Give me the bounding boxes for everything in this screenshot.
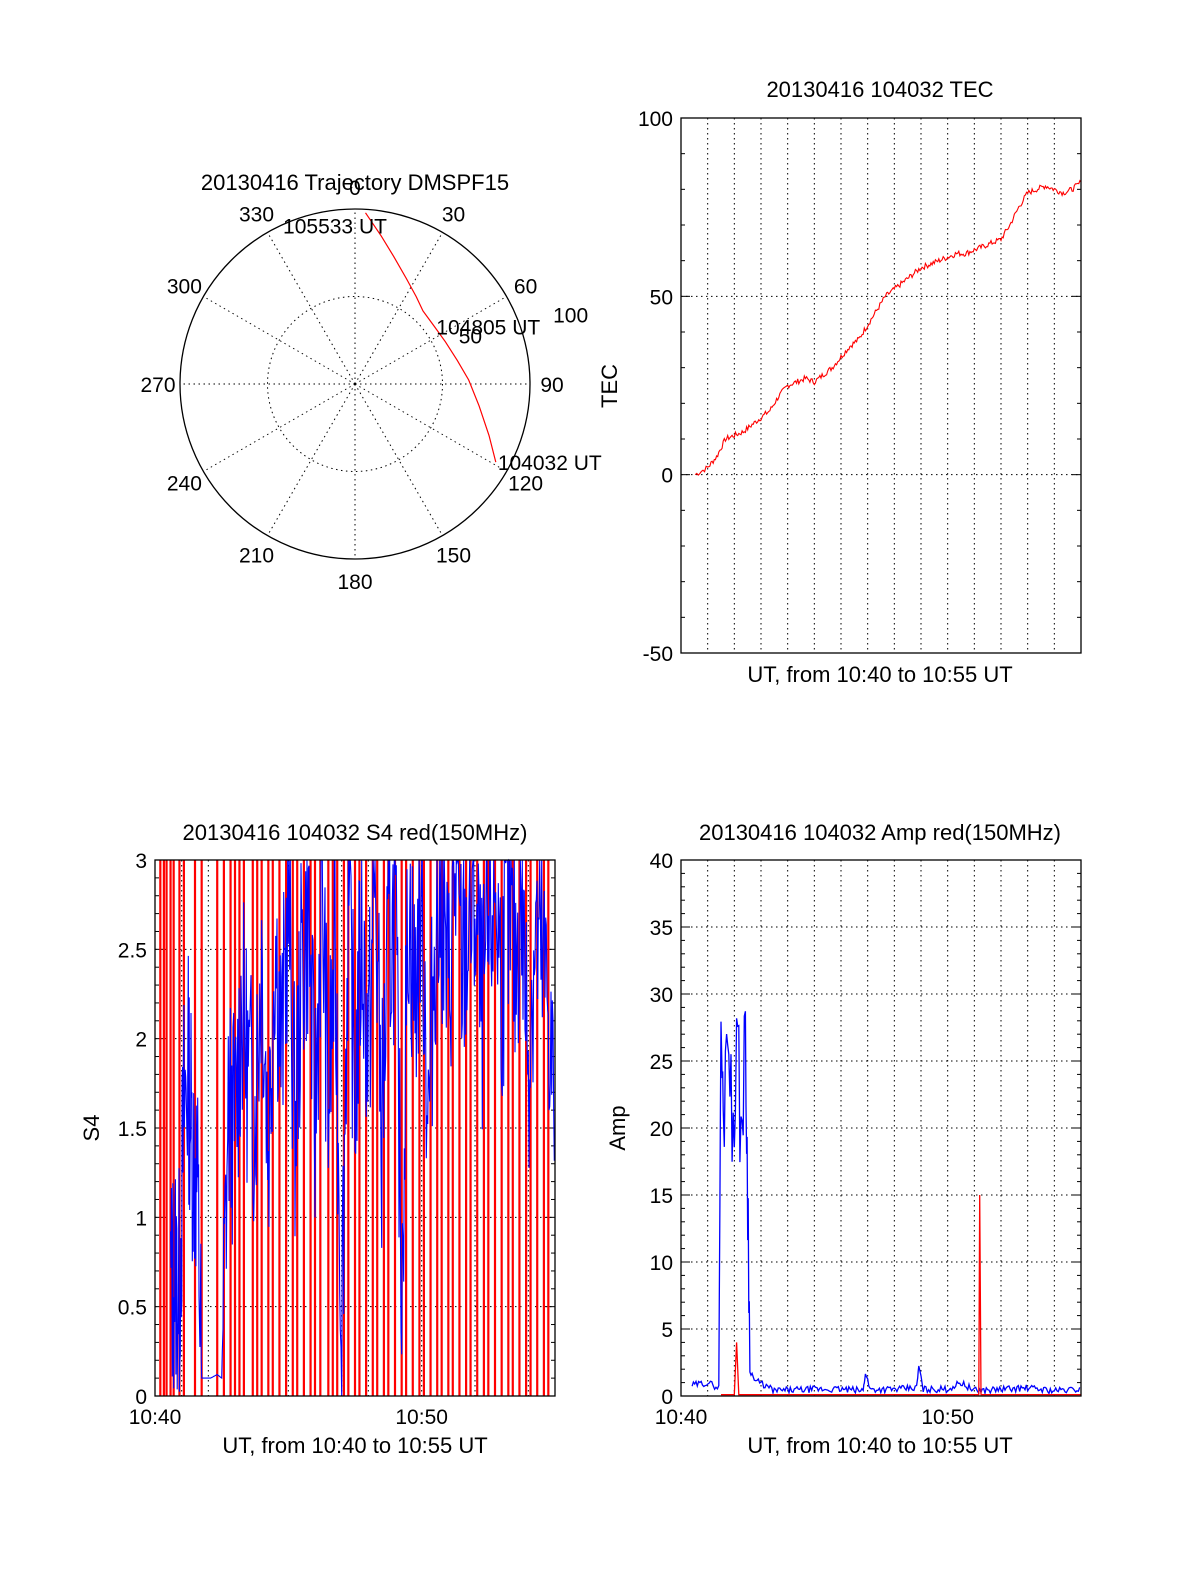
polar-spoke xyxy=(203,296,356,385)
amp-red-line xyxy=(721,1194,1081,1396)
trajectory-panel: 20130416 Trajectory DMSPF15 0 30 60 90 120 15… xyxy=(140,170,601,594)
y-tick-label: 3 xyxy=(135,850,147,873)
tec-y-axis-label: TEC xyxy=(597,364,622,408)
azimuth-label: 300 xyxy=(167,276,202,299)
azimuth-label: 0 xyxy=(349,177,361,200)
trajectory-outer-ring xyxy=(179,208,531,560)
s4-panel: 20130416 104032 S4 red(150MHz) 3 2.5 2 1.5 1… xyxy=(79,820,556,1458)
tec-plot-frame xyxy=(680,117,1082,654)
tec-grid xyxy=(681,117,1081,654)
y-tick-label: 50 xyxy=(650,286,673,309)
y-tick-label: 15 xyxy=(650,1185,673,1208)
polar-spoke xyxy=(354,232,443,385)
polar-spoke xyxy=(354,383,507,472)
y-tick-label: 0 xyxy=(135,1386,147,1409)
trajectory-azimuth-labels: 0 30 60 90 120 150 180 210 240 270 300 330 xyxy=(140,177,563,594)
trajectory-line xyxy=(365,212,497,463)
y-tick-label: 1.5 xyxy=(118,1118,147,1141)
y-tick-label: 30 xyxy=(650,984,673,1007)
s4-x-axis-label: UT, from 10:40 to 10:55 UT xyxy=(222,1433,487,1458)
tec-series xyxy=(694,179,1082,476)
polar-spoke xyxy=(354,383,443,536)
polar-ring xyxy=(267,296,443,472)
tec-x-axis-label: UT, from 10:40 to 10:55 UT xyxy=(747,662,1012,687)
tec-y-tick-labels: 100 50 0 -50 xyxy=(638,108,673,666)
trajectory-grid xyxy=(180,209,530,559)
azimuth-label: 270 xyxy=(140,374,175,397)
amp-grid xyxy=(681,859,1081,1397)
tec-line xyxy=(694,179,1082,476)
time-annotation: 105533 UT xyxy=(283,215,387,238)
s4-y-tick-labels: 3 2.5 2 1.5 1 0.5 0 xyxy=(118,850,147,1409)
y-tick-label: -50 xyxy=(643,643,673,666)
y-tick-label: 10 xyxy=(650,1252,673,1275)
y-tick-label: 35 xyxy=(650,917,673,940)
radial-label: 100 xyxy=(553,304,588,327)
trajectory-radial-labels: 50 100 xyxy=(459,304,588,348)
amp-series xyxy=(691,1011,1081,1396)
x-tick-label: 10:40 xyxy=(655,1406,708,1429)
azimuth-label: 60 xyxy=(514,276,537,299)
amp-title: 20130416 104032 Amp red(150MHz) xyxy=(699,820,1061,845)
s4-plot-frame xyxy=(154,859,556,1397)
y-tick-label: 100 xyxy=(638,108,673,131)
time-annotation: 104805 UT xyxy=(436,316,540,339)
y-tick-label: 0 xyxy=(661,465,673,488)
azimuth-label: 180 xyxy=(337,571,372,594)
y-tick-label: 1 xyxy=(135,1207,147,1230)
polar-spoke xyxy=(267,383,356,536)
azimuth-label: 120 xyxy=(508,473,543,496)
y-tick-label: 5 xyxy=(661,1319,673,1342)
azimuth-label: 30 xyxy=(442,203,465,226)
y-tick-label: 2.5 xyxy=(118,939,147,962)
s4-title: 20130416 104032 S4 red(150MHz) xyxy=(183,820,528,845)
y-tick-label: 20 xyxy=(650,1118,673,1141)
azimuth-label: 210 xyxy=(239,545,274,568)
amp-plot-frame xyxy=(680,859,1082,1397)
amp-x-tick-labels: 10:40 10:50 xyxy=(655,1406,974,1429)
s4-x-tick-labels: 10:40 10:50 xyxy=(129,1406,448,1429)
radial-label: 50 xyxy=(459,326,482,349)
y-tick-label: 25 xyxy=(650,1051,673,1074)
x-tick-label: 10:50 xyxy=(395,1406,448,1429)
polar-spoke xyxy=(354,296,507,385)
y-tick-label: 2 xyxy=(135,1029,147,1052)
azimuth-label: 150 xyxy=(436,545,471,568)
tec-panel: 20130416 104032 TEC 100 50 0 -50 UT, from 1… xyxy=(597,77,1082,687)
trajectory-title: 20130416 Trajectory DMSPF15 xyxy=(201,170,509,195)
s4-series xyxy=(159,858,555,1397)
x-tick-label: 10:40 xyxy=(129,1406,182,1429)
y-tick-label: 0 xyxy=(661,1386,673,1409)
polar-spoke xyxy=(267,232,356,385)
amp-y-tick-labels: 40 35 30 25 20 15 10 5 0 xyxy=(650,850,673,1409)
time-annotation: 104032 UT xyxy=(498,452,602,475)
trajectory-annotations: 105533 UT 104805 UT 104032 UT xyxy=(283,215,602,475)
azimuth-label: 330 xyxy=(239,203,274,226)
azimuth-label: 240 xyxy=(167,473,202,496)
y-tick-label: 40 xyxy=(650,850,673,873)
y-tick-label: 0.5 xyxy=(118,1297,147,1320)
s4-blue-line xyxy=(170,858,555,1397)
polar-spoke xyxy=(203,383,356,472)
amp-y-axis-label: Amp xyxy=(605,1105,630,1150)
azimuth-label: 90 xyxy=(540,374,563,397)
x-tick-label: 10:50 xyxy=(921,1406,974,1429)
amp-panel: 20130416 104032 Amp red(150MHz) 40 35 30 25… xyxy=(605,820,1082,1458)
tec-title: 20130416 104032 TEC xyxy=(766,77,993,102)
s4-y-axis-label: S4 xyxy=(79,1115,104,1142)
amp-blue-line xyxy=(691,1011,1081,1396)
amp-x-axis-label: UT, from 10:40 to 10:55 UT xyxy=(747,1433,1012,1458)
trajectory-series xyxy=(365,212,497,463)
